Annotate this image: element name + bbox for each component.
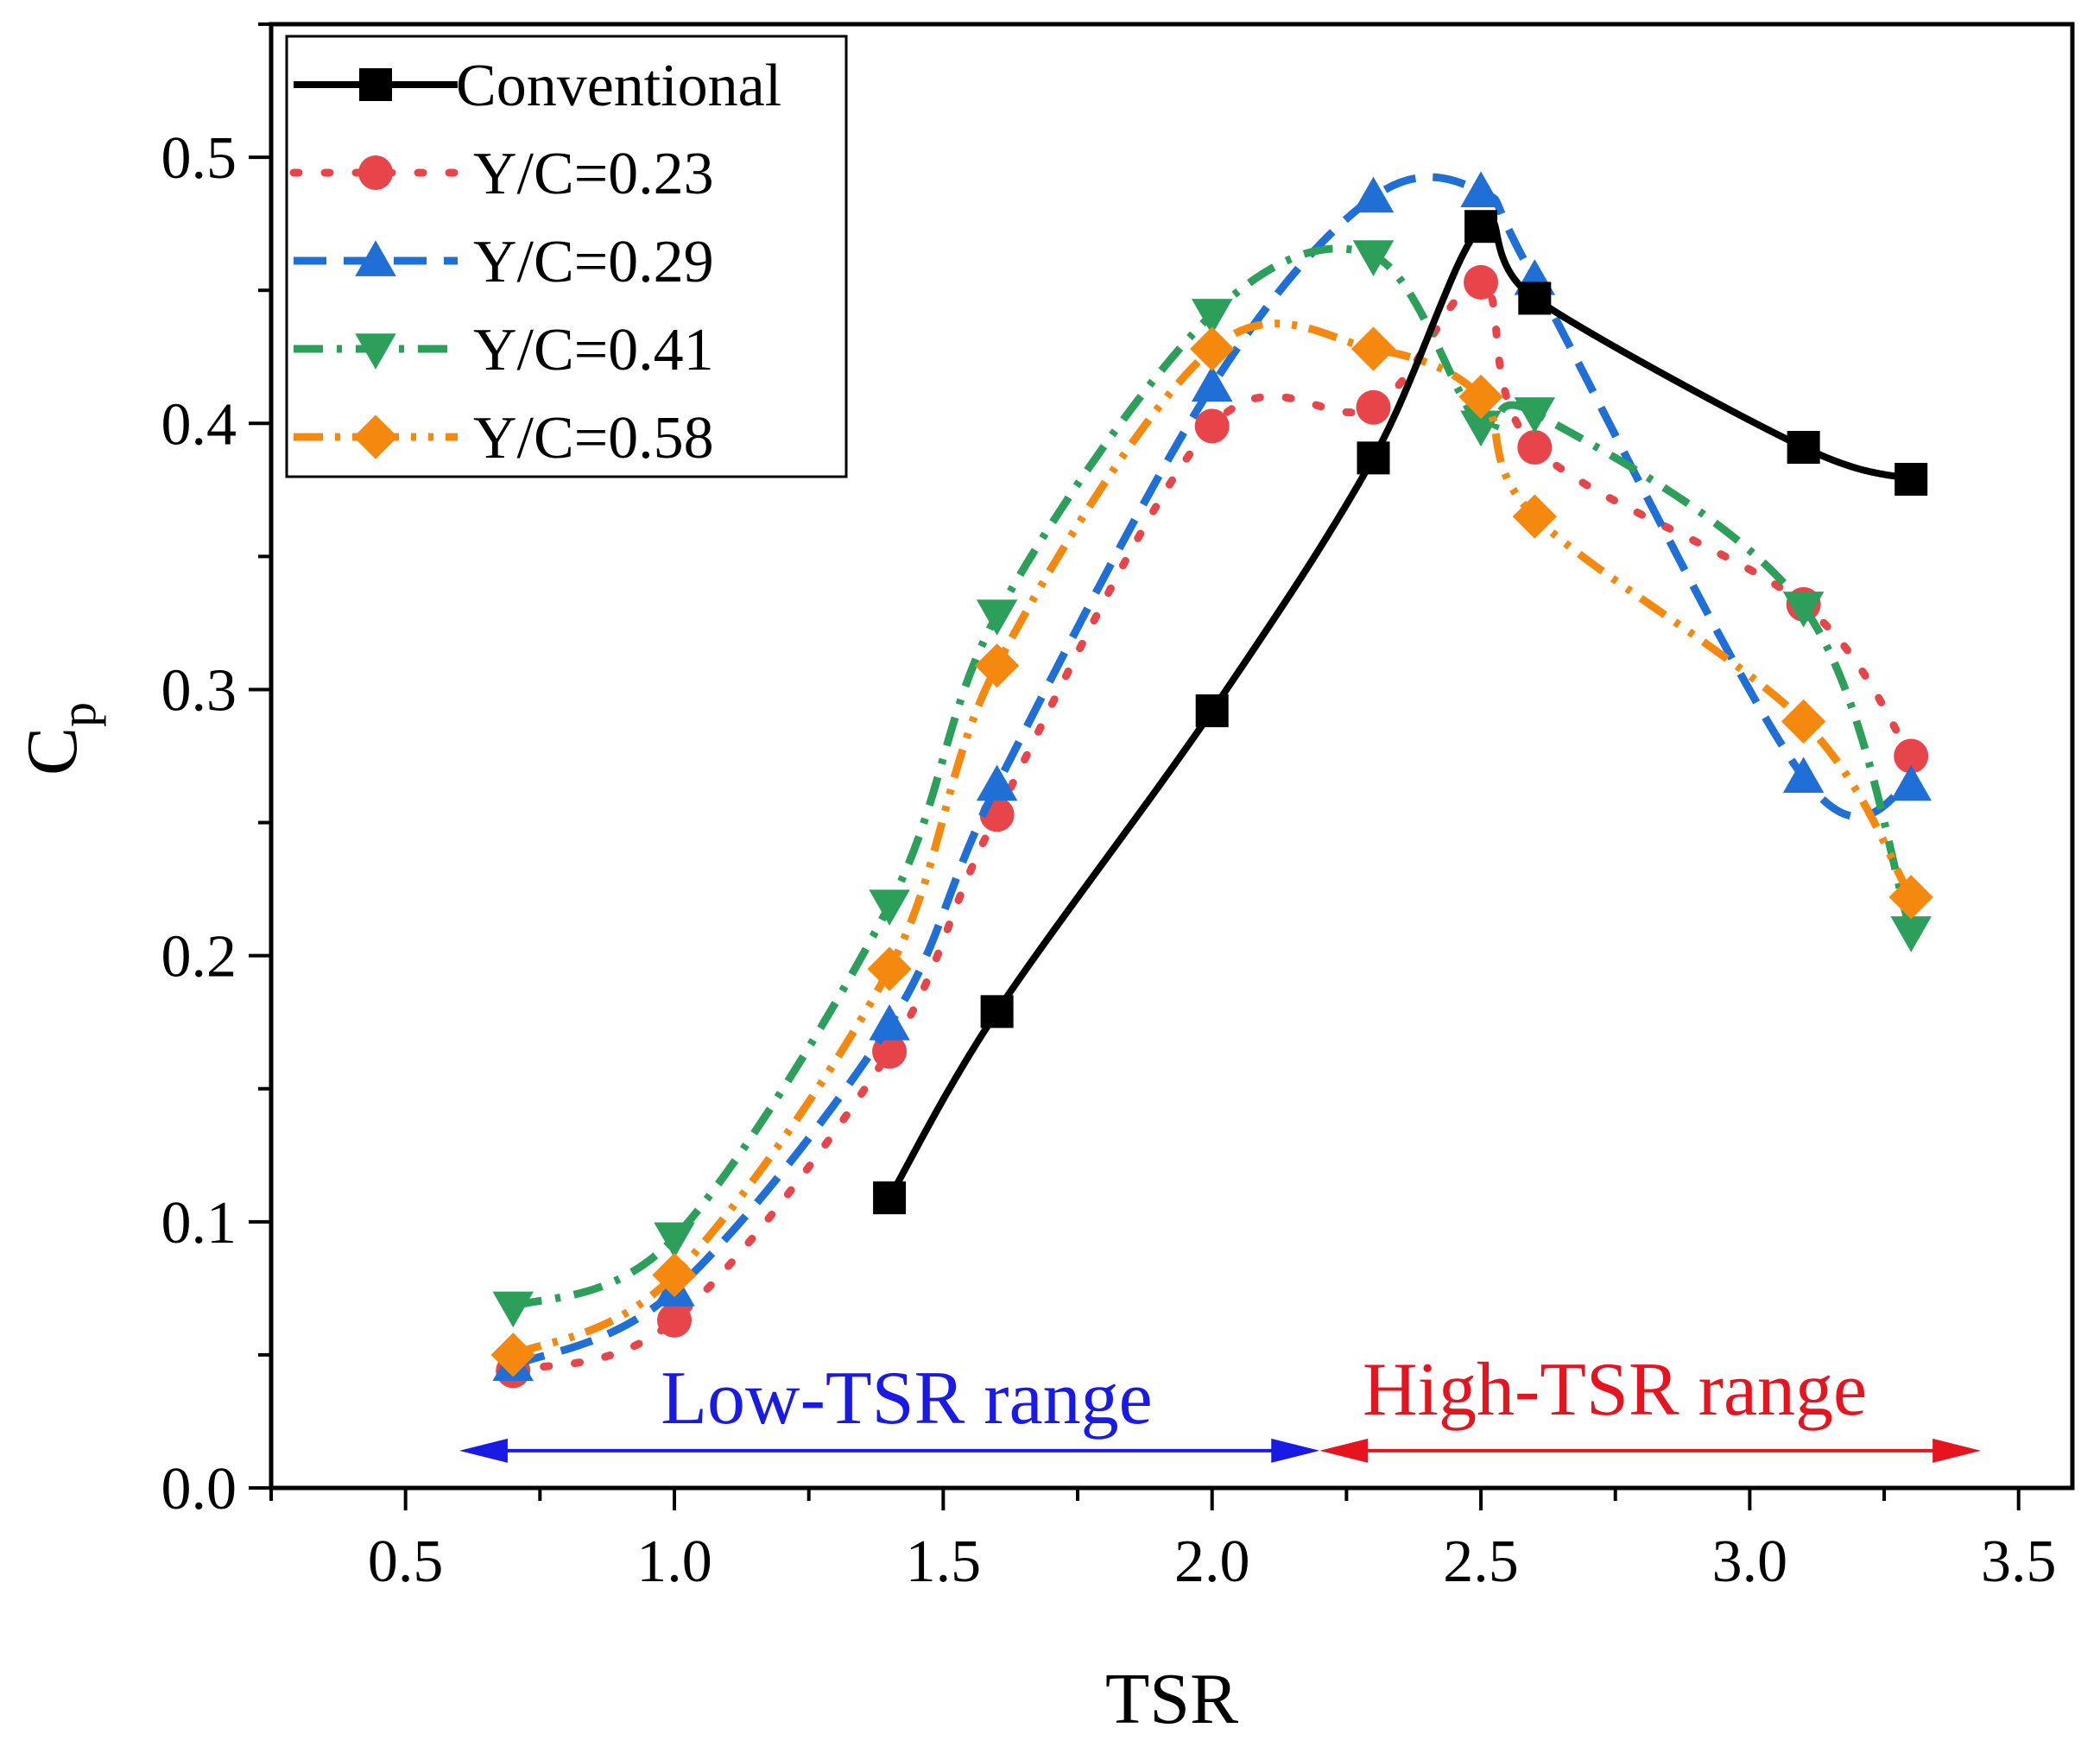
- data-point: [867, 946, 912, 991]
- series-layer: [490, 171, 1933, 1389]
- data-point: [1517, 430, 1553, 465]
- legend-item: Y/C=0.23: [289, 141, 714, 207]
- data-point: [492, 1291, 534, 1328]
- data-point: [1191, 299, 1233, 335]
- data-point: [1894, 738, 1929, 774]
- data-point: [869, 889, 910, 926]
- x-tick-label: 2.5: [1443, 1529, 1519, 1595]
- x-tick-label: 3.5: [1981, 1529, 2057, 1595]
- legend-marker: [355, 333, 396, 370]
- data-point: [490, 1332, 535, 1377]
- data-point: [657, 1302, 693, 1338]
- y-tick-label: 0.3: [161, 657, 237, 724]
- data-point: [1464, 210, 1498, 244]
- legend-marker: [358, 155, 393, 190]
- legend-item: Y/C=0.41: [294, 317, 714, 383]
- x-tick-label: 1.5: [906, 1529, 982, 1595]
- x-axis-title: TSR: [1105, 1659, 1238, 1739]
- legend-item: Y/C=0.29: [294, 229, 714, 295]
- data-point: [869, 1004, 910, 1041]
- x-tick-label: 1.0: [636, 1529, 712, 1595]
- data-point: [654, 1222, 695, 1259]
- y-axis-title-subscript: p: [50, 702, 106, 727]
- y-axis-title-main: C: [12, 727, 92, 775]
- y-tick-label: 0.5: [161, 125, 237, 192]
- data-point: [980, 995, 1014, 1029]
- series-line: [511, 320, 1915, 1359]
- series-y-c-0-58: [490, 320, 1933, 1377]
- high-tsr-range-label: High-TSR range: [1363, 1348, 1867, 1432]
- legend-item: Conventional: [294, 53, 781, 119]
- legend-label: Y/C=0.58: [473, 405, 714, 472]
- legend-marker: [355, 240, 396, 276]
- data-point: [1352, 176, 1395, 213]
- axes-layer: 0.5 1.0 1.5 2.0 2.5 3.0 3.5 0.0 0.1 0.2 0.3 0.4 0.5: [161, 22, 2057, 1595]
- data-point: [1787, 431, 1820, 465]
- data-point: [1894, 462, 1928, 496]
- range-arrow-head-right: [1932, 1438, 1982, 1463]
- data-point: [1514, 397, 1556, 434]
- legend-label: Y/C=0.23: [473, 141, 714, 207]
- y-tick-label: 0.0: [161, 1456, 237, 1522]
- data-point: [1512, 494, 1557, 539]
- x-tick-label: 3.0: [1712, 1529, 1788, 1595]
- data-point: [1352, 240, 1395, 276]
- data-point: [1890, 764, 1932, 801]
- series-conventional: [873, 210, 1928, 1215]
- plot-frame: [269, 22, 2075, 1491]
- data-point: [1195, 694, 1229, 728]
- data-point: [1888, 875, 1933, 920]
- data-point: [1518, 282, 1552, 315]
- data-point: [1190, 326, 1235, 371]
- data-point: [1890, 916, 1932, 953]
- series-y-c-0-41: [492, 240, 1932, 1328]
- y-axis-title: Cp: [12, 702, 106, 775]
- range-arrow-head-left: [459, 1438, 508, 1463]
- data-point: [1357, 441, 1390, 475]
- y-tick-label: 0.1: [161, 1190, 237, 1256]
- range-arrow-head-left: [1319, 1438, 1369, 1463]
- data-point: [1458, 374, 1503, 420]
- series-line: [509, 278, 1915, 1375]
- legend: Conventional Y/C=0.23 Y/C=0.29 Y/C=0.41 Y/C=…: [285, 35, 848, 478]
- data-point: [1194, 408, 1230, 444]
- series-line: [886, 216, 1913, 1200]
- low-tsr-range-label: Low-TSR range: [661, 1357, 1152, 1440]
- data-point: [976, 764, 1018, 801]
- series-line: [511, 244, 1915, 1311]
- legend-marker: [353, 415, 398, 459]
- legend-marker: [359, 68, 392, 101]
- data-point: [1191, 365, 1233, 402]
- y-tick-label: 0.4: [161, 391, 237, 458]
- x-tick-label: 2.0: [1174, 1529, 1250, 1595]
- data-point: [652, 1252, 697, 1298]
- x-tick-label: 0.5: [368, 1529, 444, 1595]
- legend-label: Y/C=0.29: [473, 229, 714, 295]
- data-point: [1464, 264, 1499, 300]
- range-arrow-head-right: [1271, 1438, 1320, 1463]
- data-point: [1356, 389, 1391, 425]
- annotation-layer: Low-TSR range High-TSR range: [459, 1348, 1982, 1463]
- data-point: [974, 643, 1020, 688]
- legend-label: Conventional: [456, 53, 781, 119]
- data-point: [976, 599, 1018, 636]
- data-point: [1782, 592, 1825, 628]
- legend-item: Y/C=0.58: [294, 405, 714, 472]
- data-point: [1782, 756, 1825, 793]
- data-point: [1460, 171, 1502, 207]
- legend-label: Y/C=0.41: [473, 317, 714, 383]
- y-tick-label: 0.2: [161, 924, 237, 991]
- data-point: [1350, 326, 1396, 371]
- data-point: [1781, 699, 1826, 744]
- data-point: [873, 1181, 907, 1215]
